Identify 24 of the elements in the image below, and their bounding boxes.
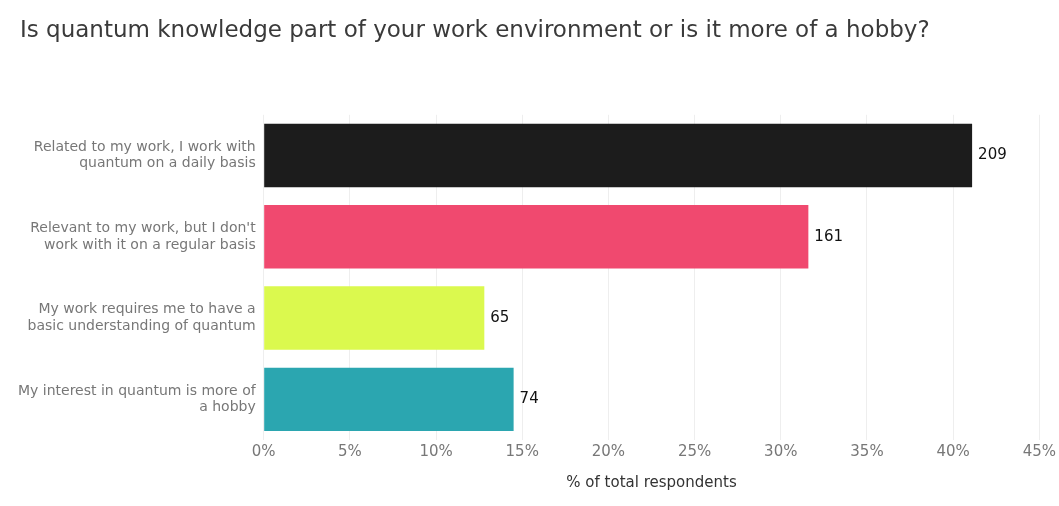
y-tick-label: Related to my work, I work with quantum on a daily basis bbox=[33, 137, 256, 171]
x-tick-label: 30% bbox=[764, 441, 798, 460]
bar bbox=[264, 286, 485, 350]
y-tick-label: Relevant to my work, but I don't work with it on a regular basis bbox=[30, 218, 257, 252]
bar bbox=[264, 367, 514, 432]
bar bbox=[264, 205, 809, 269]
y-tick-label: My work requires me to have a basic understanding of quantum bbox=[27, 300, 256, 334]
x-tick-label: 15% bbox=[505, 441, 539, 460]
annotation: 209 bbox=[978, 145, 1007, 164]
x-tick-label: 0% bbox=[251, 441, 276, 460]
x-tick-label: 20% bbox=[591, 441, 626, 460]
chart-title: Is quantum knowledge part of your work environment or is it more of a hobby? bbox=[20, 16, 930, 42]
y-tick-label: My interest in quantum is more of a hobby bbox=[17, 381, 257, 415]
x-tick-label: 25% bbox=[677, 441, 712, 460]
x-tick-label: 40% bbox=[936, 441, 970, 460]
x-tick-label: 45% bbox=[1022, 441, 1056, 460]
x-axis-title: % of total respondents bbox=[566, 472, 737, 491]
annotation: 65 bbox=[490, 307, 510, 326]
annotation: 161 bbox=[814, 226, 843, 245]
annotation: 74 bbox=[519, 389, 539, 408]
x-tick-label: 5% bbox=[337, 441, 362, 460]
bar bbox=[264, 123, 973, 188]
x-tick-label: 10% bbox=[419, 441, 453, 460]
x-tick-label: 35% bbox=[850, 441, 884, 460]
